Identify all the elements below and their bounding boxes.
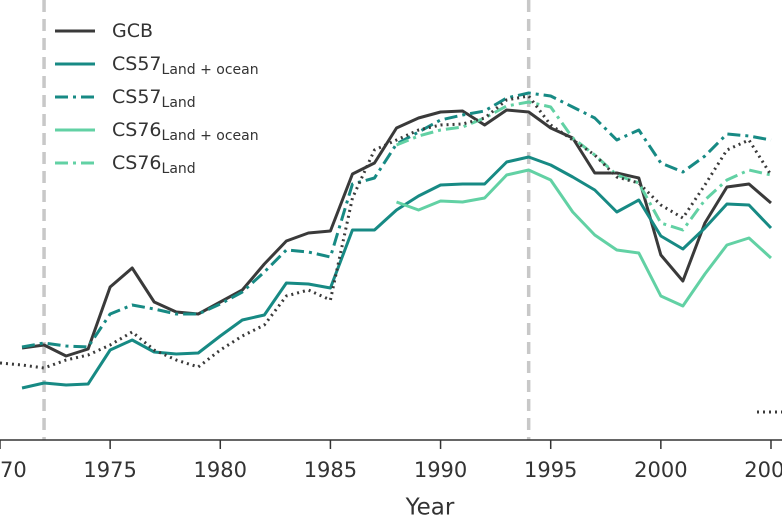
legend-label: CS76Land [112,152,196,178]
legend-label: CS76Land + ocean [112,119,259,145]
x-tick-label: 1975 [83,458,136,482]
x-tick-label: 2000 [634,458,687,482]
series-line [395,100,772,232]
series-line [21,108,772,358]
series-line [21,91,772,349]
series-line [0,94,773,370]
legend-label: CS57Land [112,86,196,112]
legend-subscript: Land + ocean [162,128,259,144]
x-tick-label: 1995 [524,458,577,482]
x-tick-label: 1980 [194,458,247,482]
legend-name: GCB [112,20,153,42]
x-tick-label: 1990 [414,458,467,482]
legend-label: CS57Land + ocean [112,53,259,79]
legend-name: CS57 [112,86,162,108]
x-axis-label: Year [405,495,455,521]
x-tick-label: 1970 [0,458,27,482]
legend-name: CS76 [112,152,162,174]
x-tick-label: 1985 [304,458,357,482]
legend-name: CS57 [112,53,162,75]
legend-label: GCB [112,20,153,42]
legend-subscript: Land [162,161,196,177]
series-line [395,168,772,308]
series-line [21,155,773,390]
legend-name: CS76 [112,119,162,141]
legend-subscript: Land + ocean [162,62,259,78]
legend-subscript: Land [162,95,196,111]
x-tick-label: 2005 [744,458,782,482]
